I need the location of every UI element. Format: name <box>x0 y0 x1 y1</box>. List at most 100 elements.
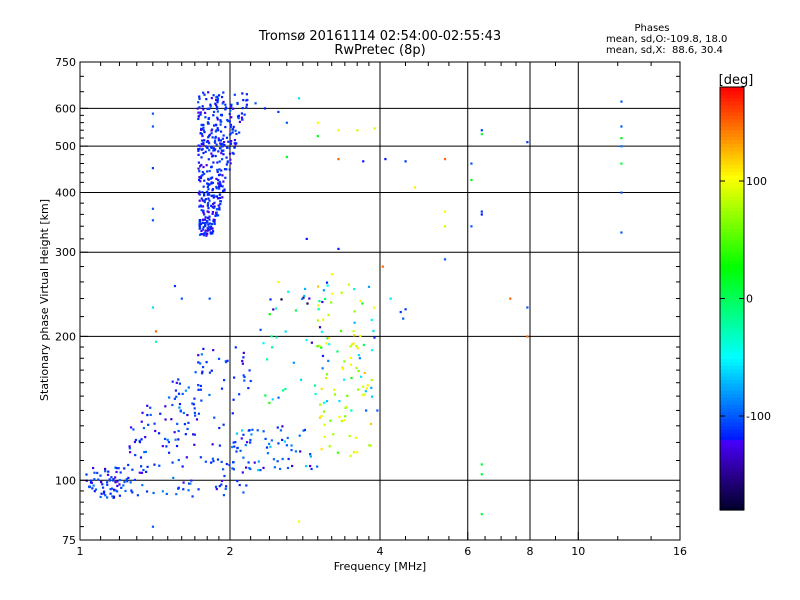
data-point <box>171 461 174 464</box>
data-point <box>207 223 210 226</box>
data-point <box>209 103 212 106</box>
data-point <box>368 444 371 447</box>
colorbar-segment <box>720 206 744 211</box>
data-point <box>226 119 230 123</box>
data-point <box>290 444 293 447</box>
data-point <box>337 158 340 161</box>
data-point <box>124 489 127 493</box>
data-point <box>208 218 211 221</box>
data-point <box>470 225 473 228</box>
data-point <box>200 209 203 212</box>
data-point <box>266 452 270 455</box>
colorbar-segment <box>720 249 744 254</box>
data-point <box>353 310 356 313</box>
data-point <box>216 208 219 211</box>
data-point <box>285 155 288 159</box>
colorbar-segment <box>720 238 744 243</box>
data-point <box>131 491 134 494</box>
data-point <box>287 290 290 293</box>
data-point <box>201 228 204 231</box>
colorbar-segment <box>720 287 744 293</box>
data-point <box>318 344 321 347</box>
colorbar-segment <box>720 242 744 247</box>
data-point <box>199 145 202 148</box>
data-point <box>214 102 217 105</box>
data-point <box>242 456 245 459</box>
data-point <box>207 134 211 138</box>
data-point <box>199 128 203 131</box>
data-point <box>308 297 311 300</box>
data-point <box>356 451 359 454</box>
data-point <box>355 366 358 370</box>
data-point <box>93 490 96 493</box>
data-point <box>216 118 219 121</box>
data-point <box>265 358 269 361</box>
data-point <box>325 281 329 284</box>
data-point <box>197 117 200 121</box>
phase-info-o: mean, sd,O:-109.8, 18.0 <box>606 34 727 45</box>
data-point <box>225 156 228 159</box>
colorbar-segment <box>720 464 744 469</box>
data-point <box>358 357 361 360</box>
colorbar-segment <box>720 192 744 197</box>
data-point <box>404 160 407 163</box>
data-point <box>158 464 161 467</box>
colorbar-segment <box>720 90 744 95</box>
data-point <box>211 155 214 158</box>
data-point <box>219 173 222 176</box>
data-point <box>303 287 307 291</box>
data-point <box>91 466 95 470</box>
data-point <box>144 450 148 454</box>
data-point <box>219 200 222 203</box>
data-point <box>208 199 211 202</box>
data-point <box>203 194 206 197</box>
colorbar-segment <box>720 224 744 229</box>
data-point <box>142 468 145 472</box>
data-point <box>211 230 215 233</box>
data-point <box>333 393 336 396</box>
data-point <box>336 451 339 454</box>
data-point <box>309 453 312 456</box>
data-point <box>245 441 249 444</box>
data-point <box>620 145 623 148</box>
data-point <box>283 440 286 443</box>
data-point <box>364 390 367 393</box>
data-point <box>211 181 215 185</box>
data-point <box>217 179 220 182</box>
data-point <box>198 190 201 193</box>
x-tick-label: 8 <box>527 545 534 558</box>
data-point <box>274 307 278 310</box>
data-point <box>205 234 208 237</box>
data-point <box>225 146 229 149</box>
data-point <box>620 231 623 234</box>
data-point <box>197 161 200 164</box>
data-point <box>204 231 207 235</box>
data-point <box>350 343 354 346</box>
data-point <box>229 158 232 161</box>
data-point <box>210 461 213 464</box>
data-point <box>206 193 209 197</box>
data-point <box>268 313 271 316</box>
data-point <box>191 495 194 498</box>
data-point <box>470 162 473 165</box>
x-tick-label: 4 <box>377 545 384 558</box>
data-point <box>276 460 279 463</box>
colorbar-segment <box>720 467 744 472</box>
y-tick-label: 500 <box>55 140 76 153</box>
colorbar-segment <box>720 146 744 152</box>
data-point <box>325 342 328 345</box>
data-point <box>164 418 167 421</box>
colorbar-segment <box>720 122 744 127</box>
data-point <box>133 478 137 482</box>
data-point <box>201 173 204 177</box>
colorbar-tick-label: 100 <box>746 175 767 188</box>
data-point <box>286 466 290 470</box>
data-point <box>197 388 200 391</box>
data-point <box>220 387 224 390</box>
colorbar-segment <box>720 372 744 377</box>
data-point <box>228 463 231 467</box>
colorbar-segment <box>720 168 744 173</box>
data-point <box>201 205 205 208</box>
data-point <box>323 297 327 300</box>
data-point <box>249 467 252 471</box>
